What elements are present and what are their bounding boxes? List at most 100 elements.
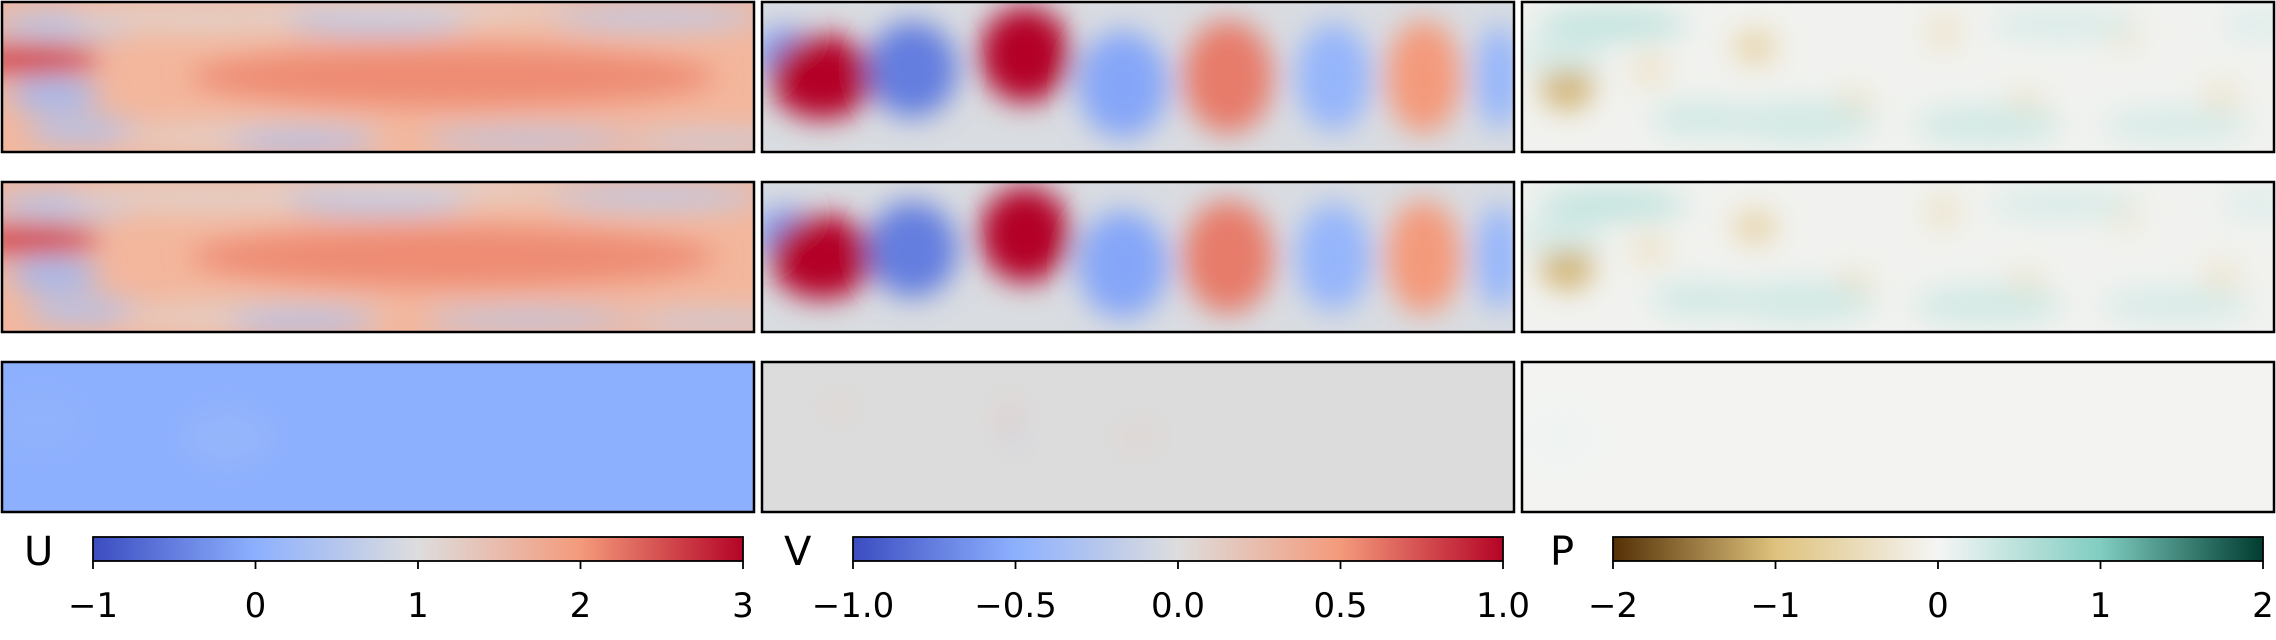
field-structure xyxy=(2,392,85,452)
field-structure xyxy=(980,186,1071,283)
colorbar-tick-label: −1 xyxy=(1750,586,1800,626)
field-structure xyxy=(769,215,875,299)
field-structure xyxy=(1631,51,1669,88)
field-structure xyxy=(1537,189,1688,220)
panel-frame xyxy=(760,360,1516,514)
field-structure xyxy=(1732,209,1778,245)
field-structure xyxy=(2,44,100,74)
field-structure xyxy=(626,132,754,151)
field-structure xyxy=(1732,29,1778,65)
field-structure xyxy=(1522,36,1605,73)
colorbar-tick-label: −1.0 xyxy=(812,586,895,626)
field-structure xyxy=(1295,23,1372,131)
field-structure xyxy=(1522,407,1598,467)
field-structure xyxy=(2101,287,2252,323)
colorbar-tick-label: 1 xyxy=(2090,586,2112,626)
panel-frame xyxy=(0,180,756,334)
field-structure xyxy=(867,201,958,298)
colorbar-tick-label: 2 xyxy=(570,586,592,626)
field-structure xyxy=(626,312,754,331)
colorbar-v xyxy=(852,536,1504,562)
field-structure xyxy=(1115,422,1161,452)
colorbar-tick-label: 1 xyxy=(407,586,429,626)
field-structure xyxy=(2221,189,2274,220)
field-structure xyxy=(1913,285,2064,325)
field-structure xyxy=(190,227,717,287)
panel-background xyxy=(2,362,754,512)
field-panel-v-row1 xyxy=(762,2,1514,152)
field-structure xyxy=(1649,281,1756,317)
field-structure xyxy=(257,182,589,199)
field-panel-v-row3 xyxy=(762,362,1514,512)
colorbar-tick-label: 2 xyxy=(2252,586,2274,626)
field-structure xyxy=(1988,189,2139,220)
field-structure xyxy=(980,6,1071,103)
field-panel-u-row2 xyxy=(2,182,754,332)
field-structure xyxy=(423,131,634,149)
panel-frame xyxy=(760,0,1516,154)
field-structure xyxy=(227,132,378,151)
colorbar-tick-label: 0 xyxy=(1927,586,1949,626)
field-structure xyxy=(1077,30,1169,139)
field-structure xyxy=(1537,9,1688,40)
field-structure xyxy=(1010,419,1026,455)
field-structure xyxy=(867,21,958,118)
field-structure xyxy=(1631,231,1669,268)
field-structure xyxy=(1077,210,1169,319)
field-structure xyxy=(1522,216,1605,253)
colorbar-tick-label: −0.5 xyxy=(974,586,1057,626)
colorbar-variable-label: V xyxy=(784,529,812,575)
field-structure xyxy=(423,311,634,329)
field-structure xyxy=(1928,14,1959,50)
field-structure xyxy=(1386,200,1462,314)
colorbar-u xyxy=(92,536,744,562)
field-structure xyxy=(2,224,100,254)
field-structure xyxy=(2221,9,2274,40)
field-structure xyxy=(1386,20,1462,134)
field-structure xyxy=(1913,105,2064,145)
panel-frame xyxy=(760,180,1516,334)
field-structure xyxy=(550,185,754,209)
colorbar-tick-label: 3 xyxy=(732,586,754,626)
field-panel-p-row2 xyxy=(1522,182,2274,332)
field-structure xyxy=(9,260,100,290)
field-panel-u-row1 xyxy=(2,2,754,152)
panel-frame xyxy=(1520,360,2276,514)
field-panel-u-row3 xyxy=(2,362,754,512)
colorbar-tick-label: 1.0 xyxy=(1476,586,1530,626)
field-structure xyxy=(1988,9,2139,40)
field-structure xyxy=(190,47,717,107)
colorbar-variable-label: U xyxy=(24,529,53,575)
colorbar-tick-label: −2 xyxy=(1588,586,1638,626)
field-structure xyxy=(1476,24,1514,130)
panel-background xyxy=(1522,362,2274,512)
panel-frame xyxy=(1520,180,2276,334)
field-structure xyxy=(1725,281,1876,323)
panel-frame xyxy=(0,360,756,514)
field-structure xyxy=(227,312,378,331)
colorbar-p xyxy=(1612,536,2264,562)
field-panel-p-row1 xyxy=(1522,2,2274,152)
panel-frame xyxy=(0,0,756,154)
colorbar-tick-label: 0.5 xyxy=(1313,586,1367,626)
colorbar-variable-label: P xyxy=(1550,529,1574,575)
field-structure xyxy=(1928,194,1959,230)
panel-frame xyxy=(1520,0,2276,154)
field-structure xyxy=(1183,20,1274,134)
field-panel-p-row3 xyxy=(1522,362,2274,512)
field-structure xyxy=(257,2,589,19)
field-structure xyxy=(1476,204,1514,310)
field-structure xyxy=(550,5,754,29)
colorbar-tick-label: 0.0 xyxy=(1151,586,1205,626)
field-panel-v-row2 xyxy=(762,182,1514,332)
field-structure xyxy=(1183,200,1274,314)
colorbar-tick-label: 0 xyxy=(245,586,267,626)
field-structure xyxy=(9,80,100,110)
field-structure xyxy=(769,35,875,119)
field-structure xyxy=(822,395,853,419)
field-structure xyxy=(1295,203,1372,311)
field-structure xyxy=(2101,107,2252,143)
field-structure xyxy=(182,407,273,467)
colorbar-tick-label: −1 xyxy=(68,586,118,626)
